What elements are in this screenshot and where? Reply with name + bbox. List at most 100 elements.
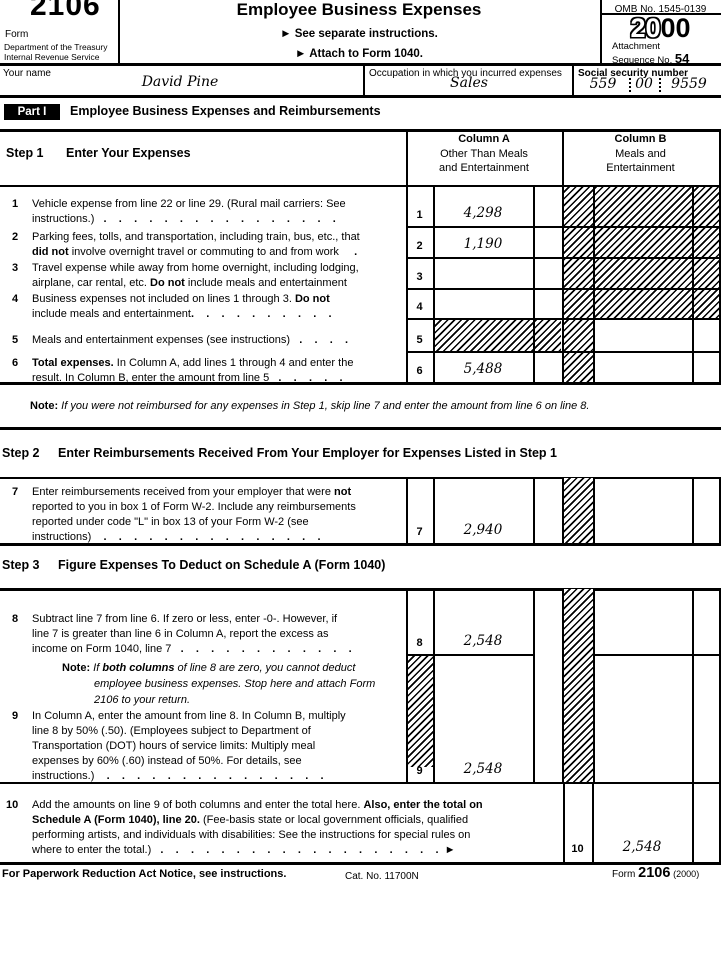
grid-vline (593, 185, 595, 382)
line8-colA-amount-field[interactable]: 2,548 (463, 633, 503, 649)
grid-vline (406, 477, 408, 543)
grid-hline (0, 382, 721, 385)
your-name-field[interactable]: David Pine (141, 74, 219, 90)
grid-hline (593, 654, 721, 656)
grid-hline (406, 226, 721, 228)
column-b-subtitle: Entertainment (606, 162, 675, 174)
grid-vline (533, 185, 535, 382)
column-a-subtitle: and Entertainment (439, 162, 529, 174)
line9-colA-amount-field[interactable]: 2,548 (463, 761, 503, 777)
grid-vline (600, 0, 602, 63)
line9-colB-amount-field[interactable] (595, 656, 691, 780)
grid-vline (719, 782, 721, 862)
line6-row-label: 6 (416, 365, 423, 377)
line8-colB-amount-field[interactable] (595, 590, 691, 652)
form-number: 2106 (30, 0, 101, 22)
line1-row-label: 1 (416, 209, 423, 221)
line7-row-label: 7 (416, 526, 423, 538)
note-after-line8: Note: If both columns of line 8 are zero… (62, 662, 376, 706)
ssn-field-group[interactable]: 00 (635, 76, 653, 92)
grid-vline (593, 477, 595, 543)
line7-colB-amount-field[interactable] (595, 479, 691, 541)
footer-form-number: 2106 (638, 865, 671, 881)
form-word-label: Form (5, 29, 29, 40)
line3-row-label: 3 (416, 271, 423, 283)
pointer-arrow-icon: ► (444, 844, 456, 856)
ssn-field-serial[interactable]: 9559 (671, 76, 707, 92)
grid-vline (533, 477, 535, 543)
grid-vline (433, 185, 435, 382)
grid-vline (533, 588, 535, 782)
step3-label: Step 3 (2, 558, 40, 572)
tax-year: 2000 (600, 15, 721, 42)
line6-colA-amount-field[interactable]: 5,488 (463, 361, 503, 377)
note-after-line6: Note: If you were not reimbursed for any… (30, 400, 590, 412)
grid-hline (0, 477, 721, 479)
sequence-number: 54 (674, 51, 690, 66)
line5-row-label: 5 (416, 334, 423, 346)
grid-vline (118, 0, 120, 63)
paperwork-notice: For Paperwork Reduction Act Notice, see … (2, 868, 287, 880)
column-b-subtitle: Meals and (615, 148, 666, 160)
line4-row-label: 4 (416, 301, 423, 313)
footer-form-id: Form 2106 (2000) (612, 865, 700, 881)
grid-hline (406, 654, 533, 656)
dept-line1: Department of the Treasury (4, 42, 108, 52)
grid-hline (0, 129, 721, 132)
your-name-label: Your name (3, 68, 51, 79)
grid-hline (0, 543, 721, 546)
column-a-title: Column A (458, 133, 510, 145)
step2-label: Step 2 (2, 446, 40, 460)
line3-colA-amount-field[interactable] (433, 260, 533, 286)
part1-badge: Part I (4, 104, 60, 120)
grid-hline (0, 782, 721, 784)
grid-hline (0, 588, 721, 591)
grid-vline (562, 588, 564, 782)
occupation-field[interactable]: Sales (450, 75, 488, 91)
grid-vline (562, 477, 564, 543)
see-instructions-note: ► See separate instructions. (280, 28, 438, 40)
grid-vline (572, 65, 574, 95)
year-outline-part: 20 (630, 13, 661, 43)
line6-colB-amount-field[interactable] (595, 353, 691, 380)
line7-colA-amount-field[interactable]: 2,940 (463, 522, 503, 538)
line2-text: Parking fees, tolls, and transportation,… (32, 231, 360, 258)
grid-hline (406, 318, 721, 320)
grid-vline (592, 782, 594, 862)
column-a-subtitle: Other Than Meals (440, 148, 528, 160)
line9-number: 9 (12, 710, 19, 722)
line10-row-label: 10 (571, 843, 584, 855)
line3-number: 3 (12, 262, 19, 274)
occupation-label: Occupation in which you incurred expense… (369, 68, 562, 79)
shaded-area-line5-colA (434, 319, 561, 351)
line9-row-label: 9 (416, 765, 423, 777)
line10-total-amount-field[interactable]: 2,548 (622, 839, 662, 855)
line7-text: Enter reimbursements received from your … (32, 486, 356, 543)
line7-number: 7 (12, 486, 19, 498)
line1-colA-amount-field[interactable]: 4,298 (463, 205, 503, 221)
line6-text: Total expenses. In Column A, add lines 1… (32, 357, 354, 384)
grid-vline (593, 588, 595, 782)
shaded-divider (562, 478, 593, 543)
step2-title: Enter Reimbursements Received From Your … (58, 446, 557, 460)
ssn-separator (629, 78, 631, 92)
year-solid-part: 00 (660, 13, 691, 43)
line6-number: 6 (12, 357, 19, 369)
line4-text: Business expenses not included on lines … (32, 293, 332, 320)
shaded-divider (562, 589, 593, 782)
line9-text: In Column A, enter the amount from line … (32, 710, 346, 782)
grid-hline (0, 63, 721, 66)
line5-colB-amount-field[interactable] (595, 320, 691, 349)
grid-vline (692, 477, 694, 543)
grid-hline (0, 95, 721, 98)
line2-colA-amount-field[interactable]: 1,190 (463, 236, 503, 252)
form-title: Employee Business Expenses (236, 0, 482, 19)
grid-hline (600, 13, 721, 15)
grid-vline (692, 588, 694, 782)
step1-title: Enter Your Expenses (66, 146, 191, 160)
grid-vline (719, 477, 721, 543)
ssn-field-area[interactable]: 559 (589, 76, 617, 92)
line4-colA-amount-field[interactable] (433, 291, 533, 316)
grid-vline (406, 129, 408, 382)
line5-text: Meals and entertainment expenses (see in… (32, 334, 349, 346)
